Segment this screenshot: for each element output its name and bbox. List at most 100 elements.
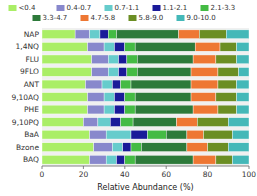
- bar-segment: [125, 105, 135, 114]
- bar-segment: [123, 143, 131, 152]
- bar-segment: [114, 93, 124, 102]
- legend-swatch: [9, 5, 17, 11]
- x-tick: [42, 166, 43, 169]
- bar-segment: [117, 30, 179, 39]
- bar-segment: [193, 55, 216, 64]
- bar-segment: [85, 80, 102, 89]
- y-tick-label: ANT: [24, 80, 40, 89]
- bar-segment: [179, 30, 200, 39]
- bar-segment: [216, 155, 233, 164]
- bar-segment: [94, 143, 113, 152]
- bar-segment: [90, 30, 100, 39]
- legend-swatch: [201, 5, 209, 11]
- bar-segment: [237, 80, 249, 89]
- x-tick-label: 80: [203, 170, 213, 179]
- bars: [42, 30, 249, 164]
- bar-segment: [137, 68, 191, 77]
- legend-label: 5.8-9.0: [139, 14, 164, 22]
- bar-segment: [121, 80, 131, 89]
- x-tick: [249, 166, 250, 169]
- legend-label: 3.3-4.7: [43, 14, 68, 22]
- bar-segment: [42, 68, 92, 77]
- bar-segment: [148, 130, 167, 139]
- bar-segment: [104, 93, 114, 102]
- legend-label: <0.4: [19, 4, 37, 12]
- bar-segment: [125, 93, 135, 102]
- x-axis-line: [42, 166, 249, 167]
- bar-segment: [137, 55, 193, 64]
- bar-segment: [42, 130, 90, 139]
- plot-background: [42, 28, 249, 166]
- bar-segment: [92, 68, 109, 77]
- bar-segment: [135, 155, 193, 164]
- bar-segment: [232, 130, 249, 139]
- bar-segment: [135, 42, 195, 51]
- bar-segment: [42, 105, 88, 114]
- bar-segment: [42, 55, 92, 64]
- bar-segment: [42, 42, 88, 51]
- bar-segment: [131, 143, 141, 152]
- legend-swatch: [129, 15, 137, 21]
- bar-segment: [193, 105, 218, 114]
- bar-segment: [108, 55, 118, 64]
- bar-segment: [112, 80, 120, 89]
- bar-segment: [42, 143, 94, 152]
- bar-segment: [191, 68, 218, 77]
- x-tick-label: 0: [40, 170, 45, 179]
- bar-segment: [88, 105, 105, 114]
- y-tick-label: 9,10PQ: [12, 118, 39, 127]
- bar-segment: [216, 93, 237, 102]
- bar-segment: [239, 68, 249, 77]
- bar-segment: [88, 93, 105, 102]
- bar-segment: [117, 155, 125, 164]
- legend-swatch: [177, 15, 185, 21]
- x-tick-label: 100: [242, 170, 257, 179]
- bar-segment: [226, 30, 249, 39]
- bar-segment: [108, 30, 116, 39]
- y-tick-label: BaA: [24, 130, 40, 139]
- legend-label: 2.1-3.3: [211, 4, 236, 12]
- bar-segment: [135, 105, 193, 114]
- y-tick-label: Bzone: [16, 143, 39, 152]
- bar-segment: [187, 143, 208, 152]
- legend-swatch: [105, 5, 113, 11]
- bar-segment: [191, 93, 216, 102]
- y-tick-label: PHE: [24, 105, 39, 114]
- bar-segment: [127, 55, 137, 64]
- bar-segment: [102, 80, 112, 89]
- bar-segment: [104, 42, 114, 51]
- x-tick: [207, 166, 208, 169]
- y-tick-label: NAP: [24, 30, 40, 39]
- bar-segment: [237, 55, 249, 64]
- bar-segment: [108, 68, 118, 77]
- bar-segment: [195, 42, 220, 51]
- bar-segment: [83, 118, 97, 127]
- bar-segment: [125, 42, 135, 51]
- bar-segment: [218, 105, 237, 114]
- bar-segment: [193, 155, 216, 164]
- legend-label: 0.4-0.7: [67, 4, 92, 12]
- x-axis-label: Relative Abundance (%): [97, 183, 193, 192]
- bar-segment: [131, 130, 148, 139]
- x-tick-label: 40: [120, 170, 130, 179]
- bar-segment: [228, 143, 249, 152]
- bar-segment: [104, 105, 114, 114]
- bar-segment: [90, 130, 107, 139]
- bar-segment: [135, 93, 191, 102]
- legend-label: 9.0-10.0: [187, 14, 216, 22]
- bar-segment: [75, 30, 89, 39]
- bar-segment: [166, 130, 187, 139]
- bar-segment: [228, 118, 249, 127]
- bar-segment: [141, 143, 187, 152]
- legend-label: 4.7-5.8: [91, 14, 116, 22]
- bar-segment: [218, 68, 239, 77]
- bar-segment: [218, 80, 237, 89]
- bar-segment: [203, 130, 232, 139]
- y-tick-label: 9,10AQ: [11, 93, 39, 102]
- bar-segment: [131, 80, 191, 89]
- bar-segment: [220, 42, 237, 51]
- chart: NAP1,4NQFLU9FLOANT9,10AQPHE9,10PQBaABzon…: [0, 0, 257, 196]
- bar-segment: [98, 118, 110, 127]
- legend-swatch: [81, 15, 89, 21]
- bar-segment: [114, 42, 124, 51]
